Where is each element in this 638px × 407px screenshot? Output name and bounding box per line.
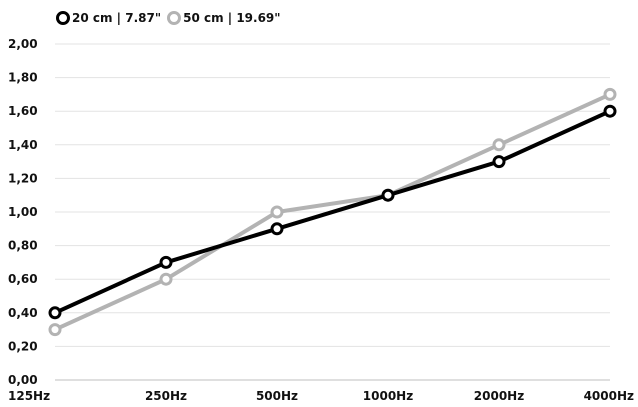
y-tick-label: 1,40 [8,138,38,152]
legend-label-50cm: 50 cm | 19.69" [183,11,281,25]
y-tick-label: 0,60 [8,272,38,286]
legend: 20 cm | 7.87" 50 cm | 19.69" [56,9,287,27]
series-line-2 [53,92,612,332]
y-tick-label: 0,40 [8,306,38,320]
data-point-series-1 [603,104,617,118]
x-axis-labels: 125Hz 250Hz 500Hz 1000Hz 2000Hz 4000Hz [8,389,634,403]
data-point-series-2 [603,87,617,101]
legend-marker-20cm [56,11,70,25]
legend-marker-50cm [167,11,182,25]
legend-label-20cm: 20 cm | 7.87" [72,11,162,25]
data-point-series-2 [492,138,506,152]
data-point-series-1 [270,222,284,236]
series-line-1 [53,109,612,315]
data-point-series-2 [48,323,62,337]
y-tick-label: 0,00 [8,373,38,387]
y-tick-label: 1,20 [8,171,38,185]
y-tick-label: 2,00 [8,37,38,51]
data-point-series-1 [381,188,395,202]
y-tick-label: 1,80 [8,71,38,85]
x-tick-label: 125Hz [8,389,50,403]
y-tick-label: 0,20 [8,339,38,353]
y-tick-label: 1,00 [8,205,38,219]
legend-item-50cm: 50 cm | 19.69" [167,11,281,25]
x-tick-label: 2000Hz [474,389,524,403]
x-tick-label: 500Hz [256,389,298,403]
data-point-series-1 [159,255,173,269]
grid [55,43,610,381]
x-tick-label: 4000Hz [584,389,634,403]
legend-item-20cm: 20 cm | 7.87" [56,11,161,25]
y-tick-label: 0,80 [8,239,38,253]
data-point-series-1 [492,155,506,169]
series-layer [48,87,617,337]
x-tick-label: 1000Hz [363,389,413,403]
data-point-series-2 [159,272,173,286]
data-point-series-2 [270,205,284,219]
x-tick-label: 250Hz [145,389,187,403]
y-axis-labels: 0,00 0,20 0,40 0,60 0,80 1,00 1,20 1,40 1,60 1,80… [8,37,38,387]
y-tick-label: 1,60 [8,104,38,118]
data-point-series-1 [48,306,62,320]
